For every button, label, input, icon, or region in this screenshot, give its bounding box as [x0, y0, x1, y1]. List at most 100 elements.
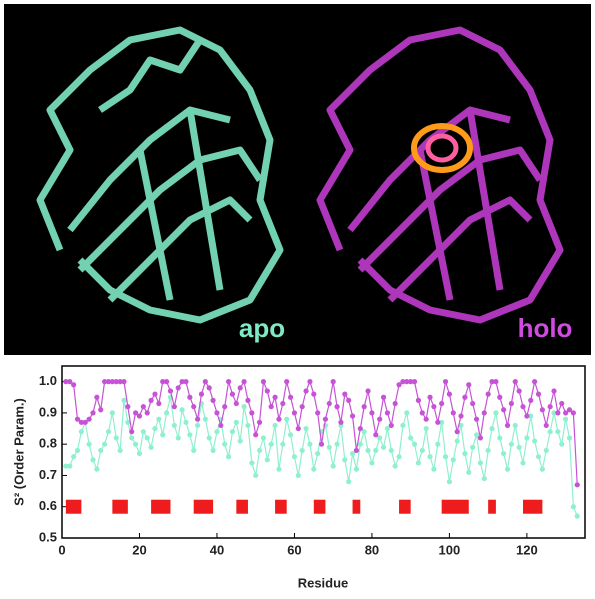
data-point: [291, 410, 298, 416]
data-point: [555, 410, 561, 416]
data-point: [528, 397, 534, 403]
data-point: [520, 404, 526, 410]
data-point: [140, 429, 146, 435]
data-point: [194, 416, 201, 422]
data-point: [404, 410, 410, 416]
data-point: [535, 391, 542, 397]
data-point: [233, 419, 239, 425]
data-point: [326, 400, 332, 407]
data-point: [295, 472, 301, 479]
data-point: [408, 435, 414, 441]
y-tick-label: 0.7: [39, 467, 57, 482]
data-point: [528, 413, 534, 419]
data-point: [133, 410, 139, 416]
apo-structure: [36, 26, 284, 324]
y-tick-label: 0.6: [39, 498, 57, 513]
data-point: [268, 404, 274, 410]
data-point: [94, 394, 100, 400]
data-point: [470, 444, 476, 450]
data-point: [357, 441, 363, 447]
data-point: [446, 479, 453, 485]
data-point: [454, 438, 460, 444]
data-point: [543, 422, 549, 429]
data-point: [501, 407, 507, 413]
data-point: [129, 435, 135, 441]
data-point: [477, 435, 483, 441]
data-point: [148, 444, 154, 450]
data-point: [563, 416, 569, 422]
data-point: [171, 422, 177, 429]
data-point: [102, 379, 108, 385]
data-point: [501, 450, 507, 457]
data-point: [156, 400, 162, 407]
data-point: [225, 379, 232, 385]
data-point: [450, 410, 456, 416]
data-point: [164, 410, 170, 416]
data-point: [458, 413, 464, 419]
data-point: [117, 379, 123, 385]
data-point: [357, 425, 363, 432]
secondary-structure-bar: [352, 499, 361, 514]
data-point: [380, 394, 387, 400]
data-point: [532, 438, 538, 444]
data-point: [175, 435, 181, 441]
data-point: [303, 425, 309, 432]
data-point: [167, 388, 174, 394]
data-point: [307, 441, 313, 447]
data-point: [574, 513, 580, 519]
data-point: [419, 410, 425, 416]
data-point: [241, 379, 247, 385]
data-point: [373, 447, 379, 454]
data-point: [532, 379, 538, 385]
data-point: [78, 429, 84, 435]
data-point: [121, 397, 127, 403]
data-point: [152, 391, 158, 397]
secondary-structure-bar: [112, 499, 128, 514]
ligand: [411, 123, 473, 173]
data-point: [516, 388, 522, 394]
data-point: [349, 413, 356, 419]
data-point: [148, 397, 154, 403]
data-point: [284, 416, 290, 422]
data-point: [427, 394, 433, 400]
data-point: [446, 391, 453, 397]
data-point: [485, 447, 491, 454]
data-point: [179, 407, 185, 413]
data-point: [380, 444, 387, 450]
secondary-structure-bar: [193, 499, 214, 514]
data-point: [431, 404, 437, 410]
data-point: [90, 457, 96, 463]
x-tick-label: 20: [132, 542, 146, 557]
data-point: [342, 457, 348, 463]
data-point: [121, 379, 127, 385]
data-point: [388, 422, 394, 429]
data-point: [98, 407, 104, 413]
secondary-structure-bar: [275, 499, 287, 514]
data-point: [342, 391, 348, 397]
data-point: [299, 404, 305, 410]
ligand-core: [425, 133, 459, 163]
data-point: [218, 422, 224, 429]
data-point: [260, 435, 267, 441]
data-point: [396, 382, 402, 388]
data-point: [543, 447, 549, 454]
data-point: [435, 441, 441, 447]
data-point: [415, 397, 422, 403]
secondary-structure-bar: [488, 499, 496, 514]
data-point: [74, 447, 81, 454]
data-point: [260, 379, 267, 385]
data-point: [183, 379, 189, 385]
data-point: [311, 466, 317, 472]
data-point: [264, 388, 270, 394]
y-tick-label: 0.8: [39, 436, 57, 451]
data-point: [396, 454, 402, 460]
data-point: [400, 379, 406, 385]
data-point: [473, 432, 480, 438]
data-point: [214, 429, 220, 435]
data-point: [86, 416, 92, 422]
data-point: [489, 425, 495, 432]
x-tick-label: 80: [365, 542, 379, 557]
data-point: [547, 404, 553, 410]
data-point: [423, 425, 429, 432]
data-point: [105, 379, 112, 385]
